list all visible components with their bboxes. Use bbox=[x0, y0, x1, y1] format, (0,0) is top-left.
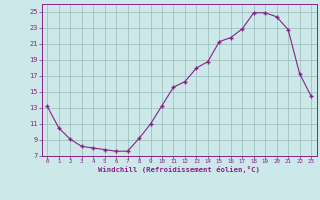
X-axis label: Windchill (Refroidissement éolien,°C): Windchill (Refroidissement éolien,°C) bbox=[98, 166, 260, 173]
